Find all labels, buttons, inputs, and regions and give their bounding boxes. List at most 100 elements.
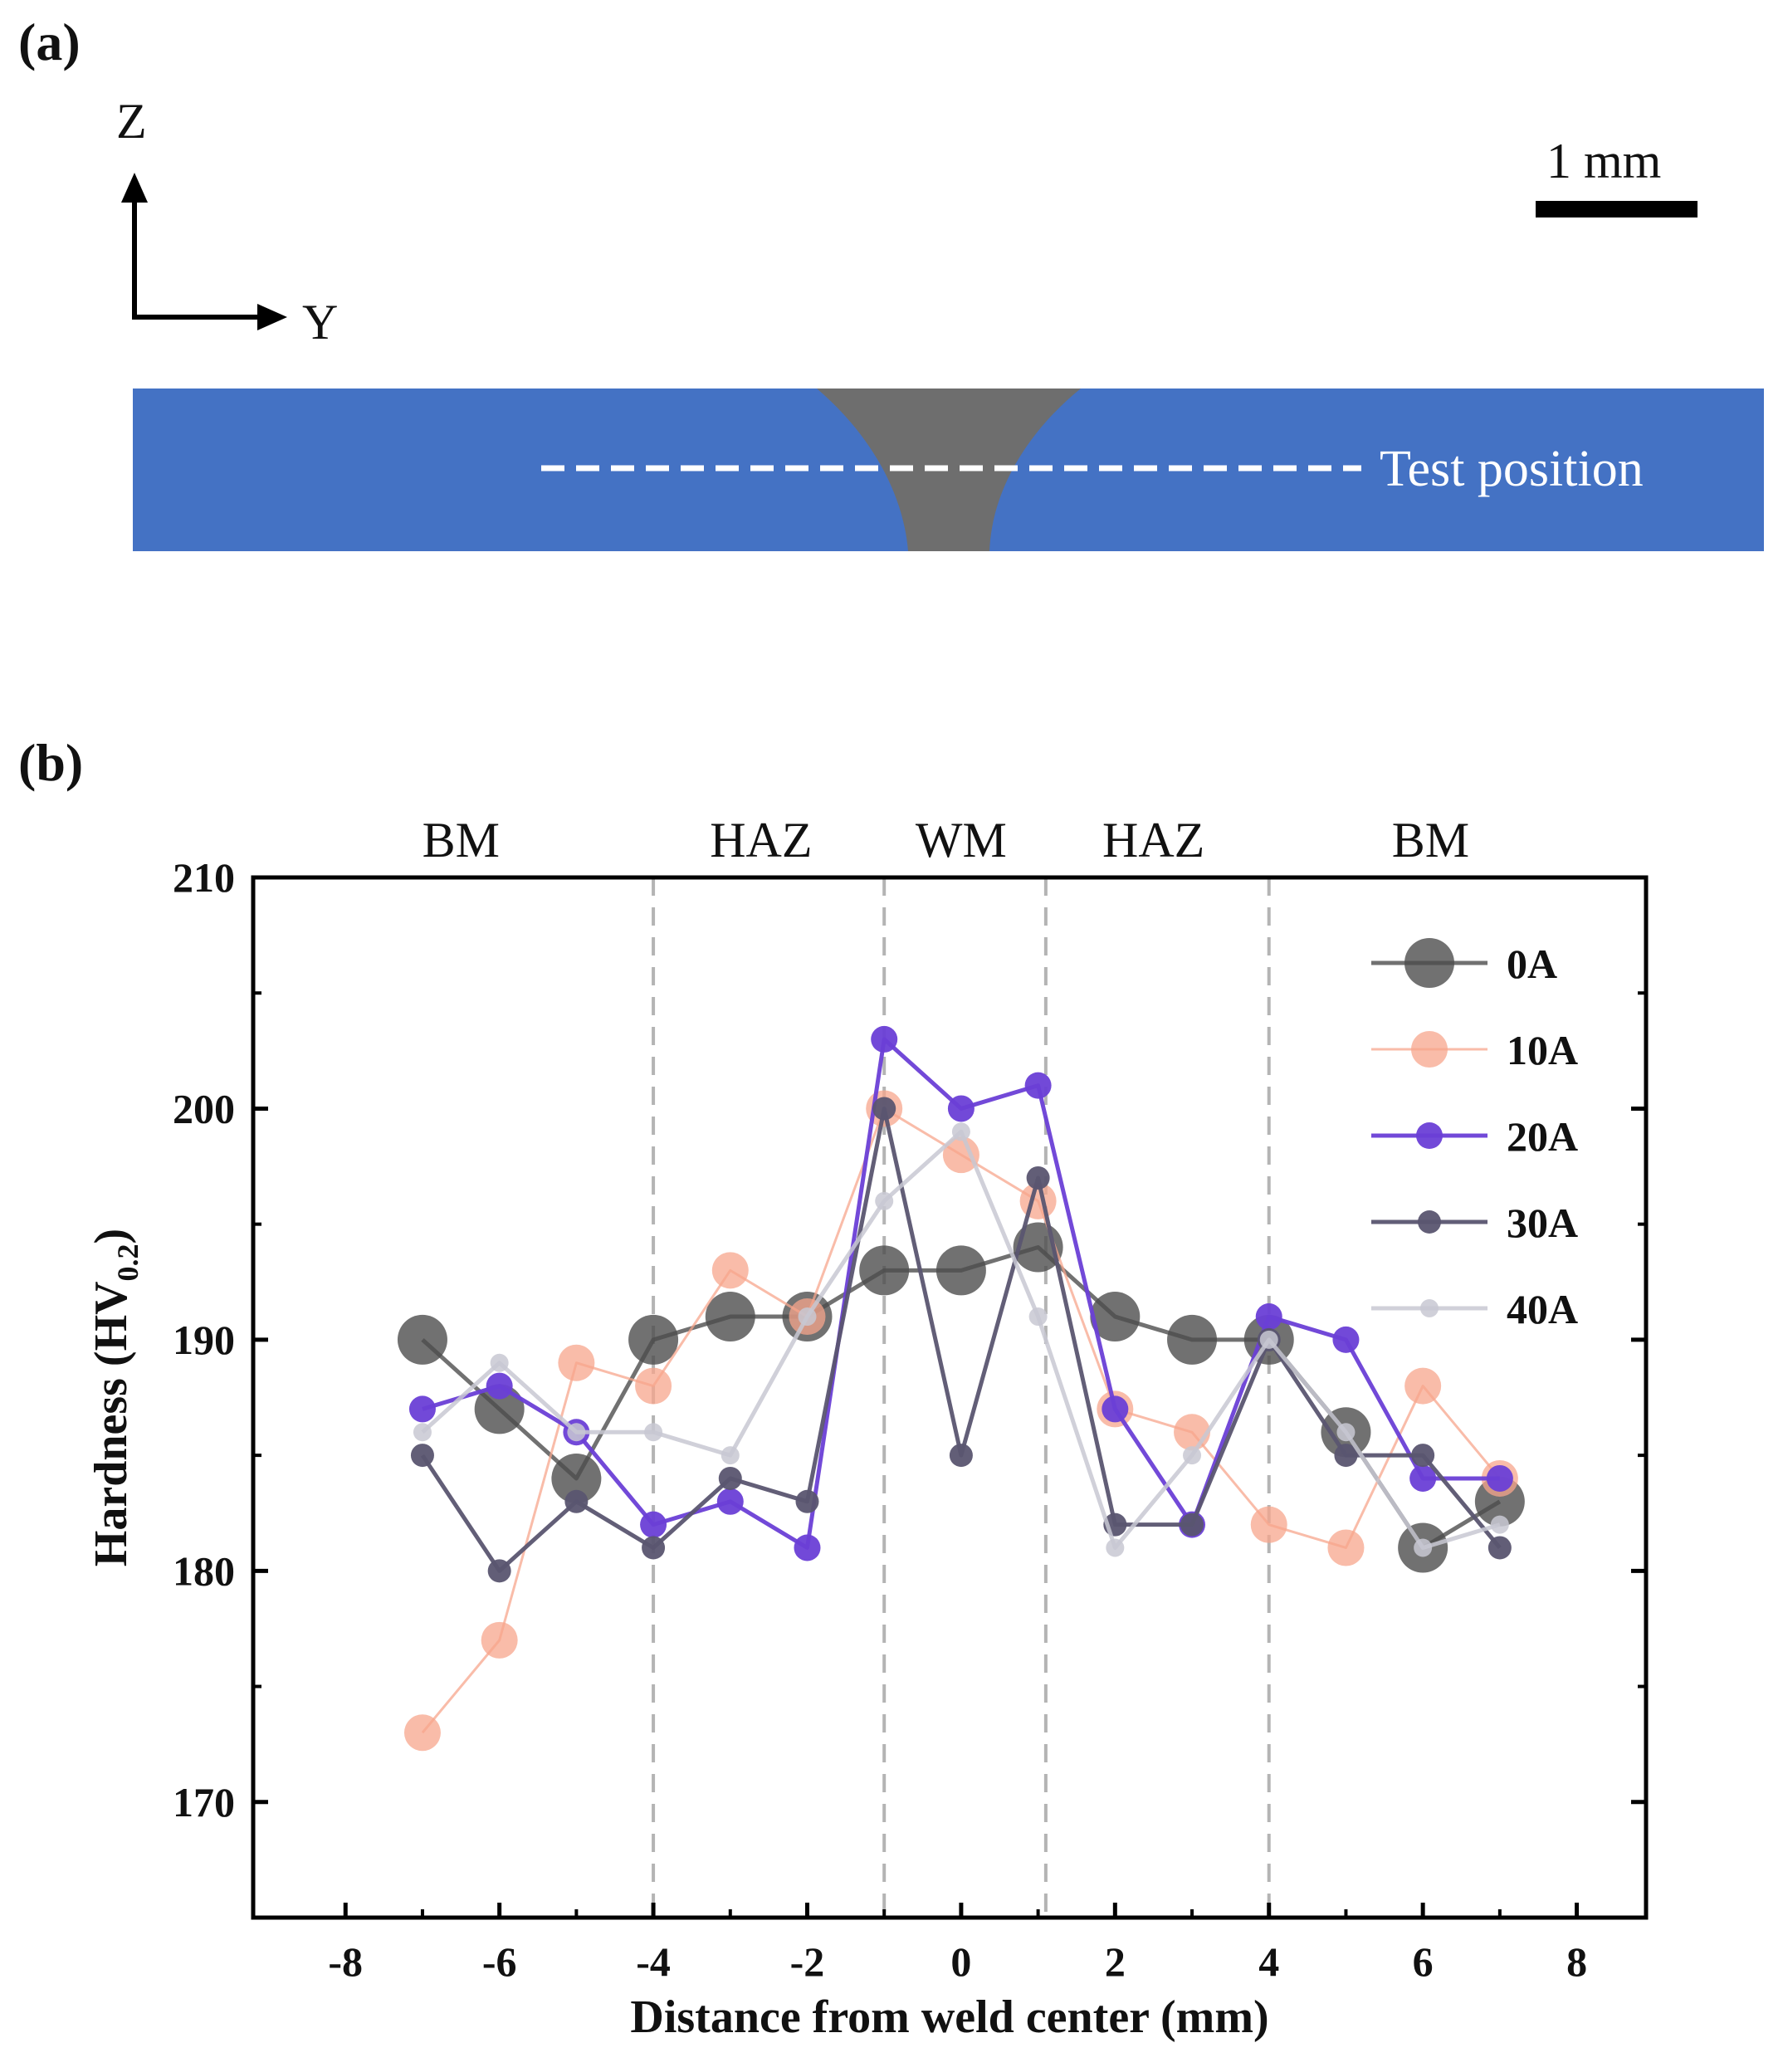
data-point [567, 1423, 586, 1442]
data-point [1174, 1414, 1211, 1451]
data-point [859, 1245, 910, 1296]
data-point [947, 1095, 975, 1122]
data-point [721, 1446, 740, 1465]
series-40A [413, 1122, 1509, 1557]
scale-bar: 1 mm [1536, 134, 1698, 217]
series-30A [410, 1097, 1512, 1583]
series-20A [408, 1025, 1513, 1561]
x-tick-label: -4 [636, 1938, 671, 1985]
y-axis-label: Y [302, 295, 338, 349]
data-point [1028, 1307, 1048, 1327]
data-point [490, 1353, 509, 1372]
test-position-label: Test position [1380, 441, 1644, 497]
legend-label: 10A [1507, 1027, 1578, 1073]
legend-item: 20A [1371, 1113, 1578, 1160]
data-point [951, 1122, 970, 1141]
data-point [1411, 1444, 1435, 1468]
x-tick-label: 6 [1413, 1938, 1434, 1985]
legend-marker [1420, 1299, 1439, 1317]
y-axis-title-subscript: 0.2 [111, 1244, 144, 1281]
data-point [408, 1395, 436, 1423]
legend-label: 30A [1507, 1200, 1578, 1246]
data-point [1414, 1538, 1433, 1557]
data-point [718, 1466, 742, 1490]
data-point [1332, 1326, 1360, 1353]
data-point [1336, 1423, 1356, 1442]
legend-marker [1416, 1122, 1443, 1149]
data-point [1183, 1446, 1202, 1465]
data-point [1106, 1538, 1125, 1557]
data-point [1490, 1515, 1509, 1534]
data-point [403, 1714, 441, 1752]
z-axis-label: Z [116, 94, 147, 149]
data-point [564, 1489, 589, 1513]
x-tick-label: 4 [1258, 1938, 1279, 1985]
y-axis-title-main: Hardness (HV [85, 1281, 137, 1566]
data-point [1255, 1303, 1282, 1331]
region-label: HAZ [1102, 813, 1204, 867]
scale-bar-line [1536, 201, 1698, 217]
scale-bar-label: 1 mm [1546, 134, 1661, 188]
data-point [1327, 1529, 1365, 1566]
legend-label: 0A [1507, 941, 1557, 987]
coordinate-axes: Z Y [116, 94, 338, 349]
y-tick-label: 210 [173, 854, 235, 901]
data-point [640, 1511, 667, 1538]
weld-zone [817, 388, 1081, 551]
data-point [644, 1423, 663, 1442]
region-labels: BM HAZ WM HAZ BM [423, 813, 1469, 867]
legend-label: 20A [1507, 1113, 1578, 1160]
x-tick-label: 0 [950, 1938, 971, 1985]
data-point [1487, 1536, 1512, 1560]
region-label: WM [916, 813, 1007, 867]
data-point [872, 1097, 896, 1121]
data-point [1024, 1072, 1052, 1099]
region-label: HAZ [710, 813, 812, 867]
legend-item: 40A [1371, 1286, 1578, 1332]
data-point [1180, 1512, 1204, 1537]
region-boundaries [652, 877, 1271, 1918]
data-point [1026, 1166, 1050, 1190]
data-point [711, 1252, 749, 1289]
x-tick-label: 2 [1105, 1938, 1126, 1985]
data-point [551, 1453, 602, 1503]
data-point [794, 1534, 821, 1561]
region-label: BM [1392, 813, 1469, 867]
legend-label: 40A [1507, 1286, 1578, 1332]
legend-marker [1418, 1210, 1441, 1234]
panel-a-label: (a) [18, 12, 81, 71]
data-point [487, 1559, 511, 1583]
legend-item: 30A [1371, 1200, 1578, 1246]
data-point [871, 1025, 898, 1053]
z-arrow-head-icon [121, 173, 148, 203]
data-point [935, 1245, 986, 1296]
legend-item: 10A [1371, 1027, 1578, 1073]
y-axis-title-close: ) [85, 1229, 137, 1244]
data-point [397, 1314, 447, 1365]
y-tick-label: 170 [173, 1779, 235, 1825]
data-point [642, 1536, 666, 1560]
data-point [474, 1384, 525, 1434]
data-point [1404, 1367, 1442, 1405]
data-point [1090, 1292, 1141, 1342]
data-point [716, 1488, 744, 1515]
data-point [798, 1307, 817, 1327]
x-tick-label: -6 [482, 1938, 517, 1985]
data-point [705, 1292, 755, 1342]
legend-item: 0A [1371, 938, 1557, 988]
y-tick-label: 200 [173, 1085, 235, 1131]
data-point [481, 1621, 518, 1659]
x-axis-title: Distance from weld center (mm) [630, 1991, 1268, 2043]
data-point [1102, 1395, 1129, 1423]
data-point [635, 1367, 672, 1405]
y-tick-label: 190 [173, 1317, 235, 1363]
data-point [1259, 1330, 1278, 1349]
data-point [410, 1444, 434, 1468]
data-point [413, 1423, 432, 1442]
weld-cross-section: Test position [133, 388, 1764, 551]
y-axis-title: Hardness (HV0.2) [85, 1229, 144, 1566]
data-point [628, 1314, 679, 1365]
x-tick-label: -8 [328, 1938, 363, 1985]
data-point [942, 1136, 979, 1174]
